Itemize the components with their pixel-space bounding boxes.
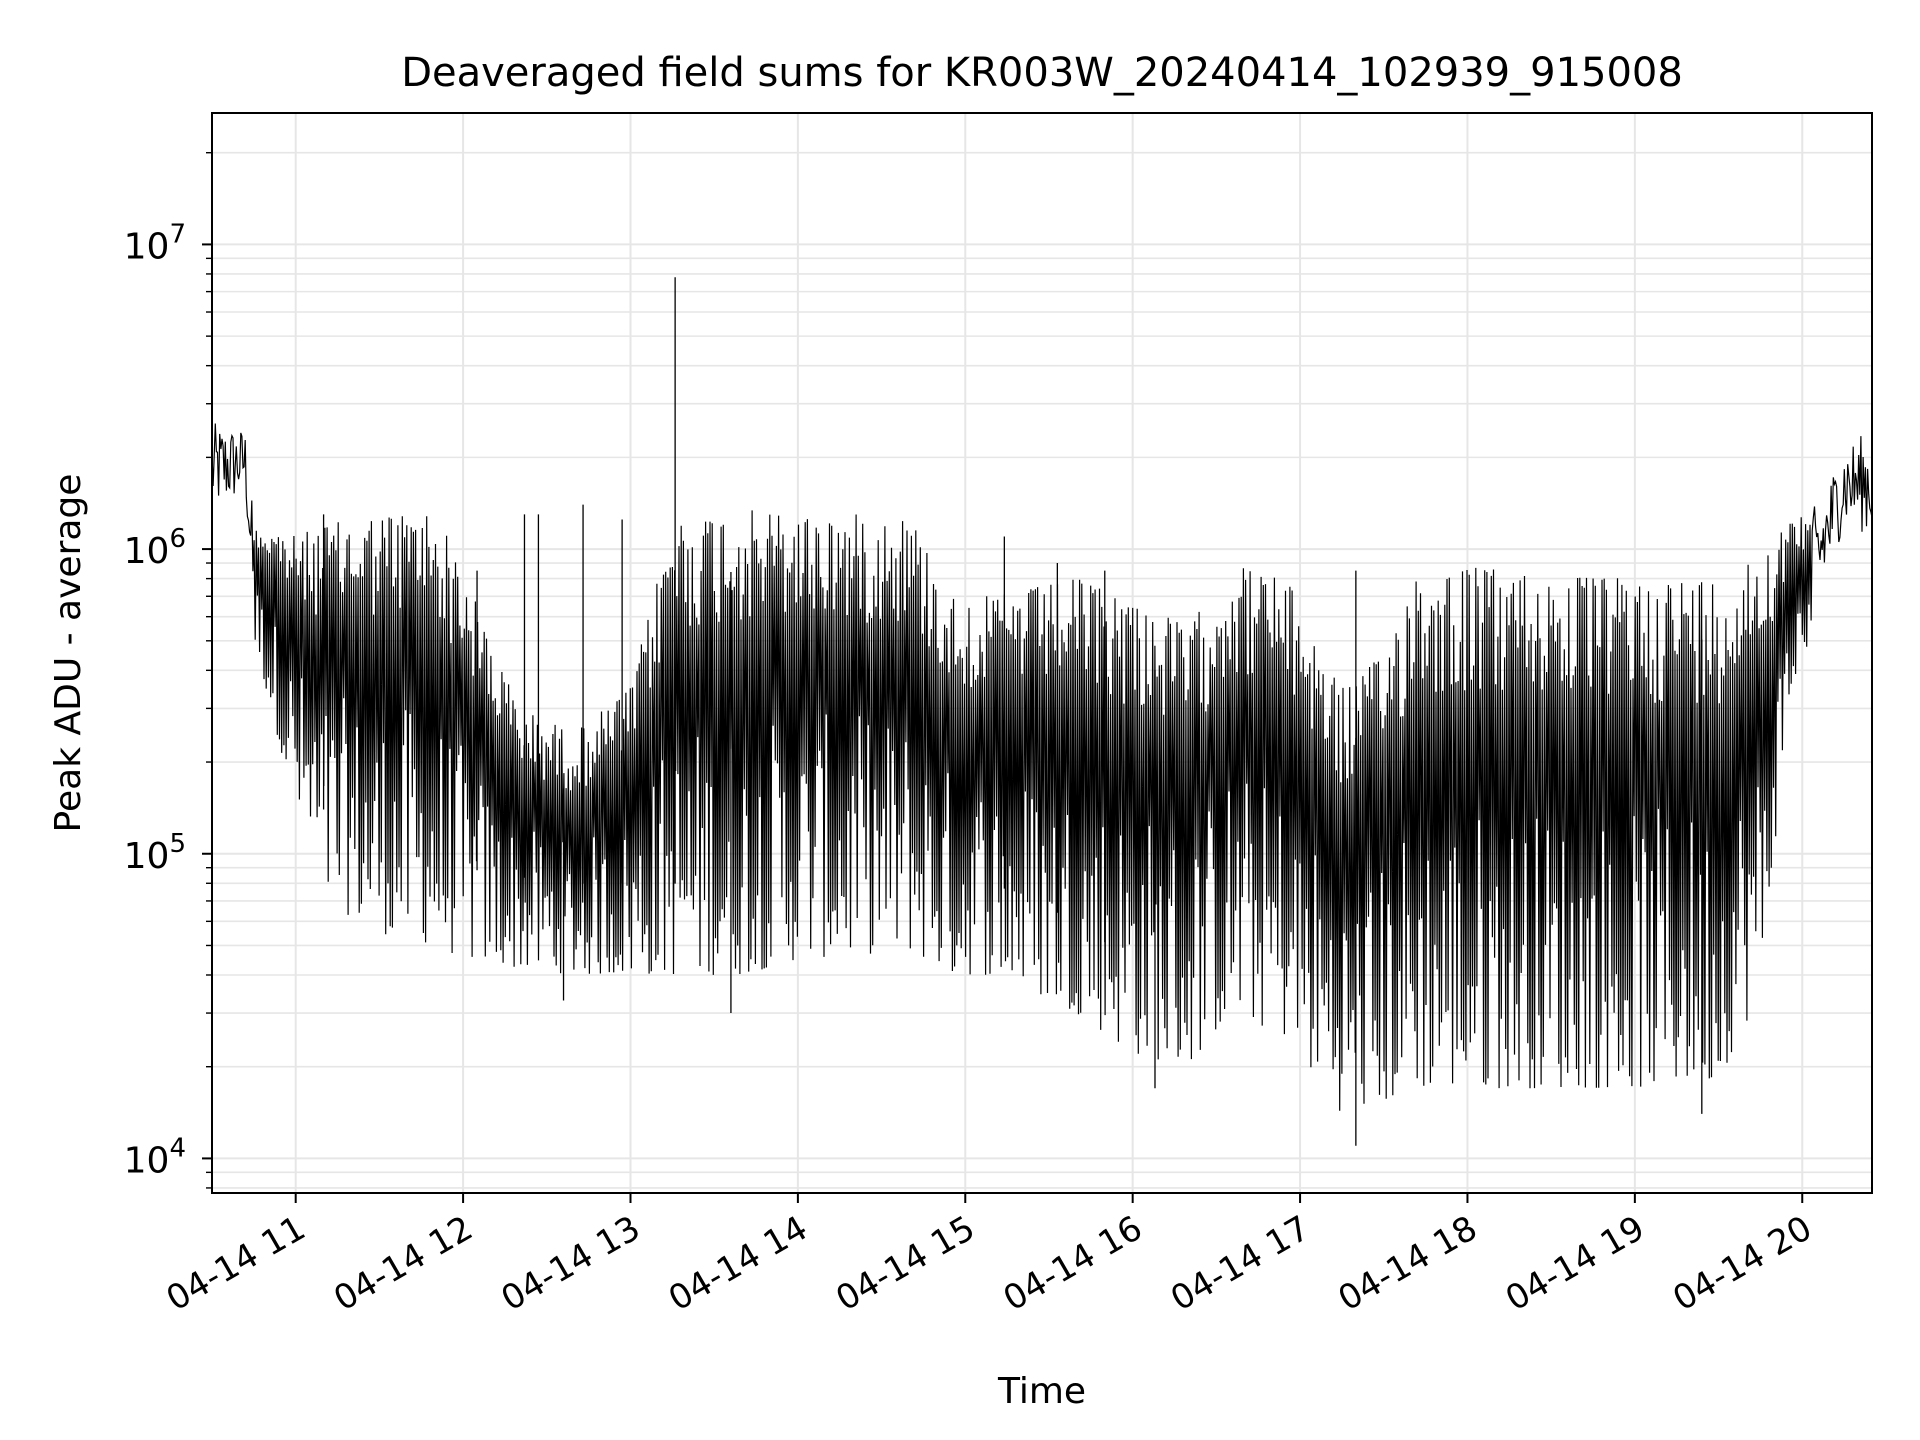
y-axis-label: Peak ADU - average: [48, 474, 89, 833]
y-tick-label: 105: [124, 829, 186, 877]
plot-frame: [211, 112, 1873, 1194]
y-axis: 104 105 106 107: [124, 152, 212, 1189]
series-trace: [211, 423, 1873, 1111]
y-tick-label: 107: [124, 219, 186, 267]
y-tick-label: 104: [124, 1133, 186, 1181]
chart-title: Deaveraged field sums for KR003W_2024041…: [401, 50, 1683, 96]
y-tick-label: 106: [124, 524, 186, 572]
x-axis-label: Time: [997, 1371, 1086, 1412]
series-line: [211, 270, 1873, 1146]
